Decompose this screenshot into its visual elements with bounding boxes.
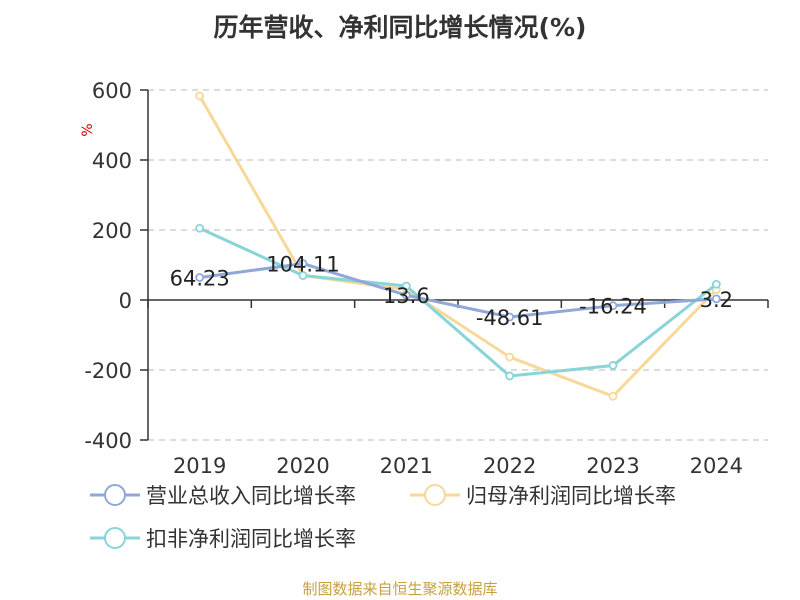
series-0-point[interactable]	[401, 290, 411, 300]
chart-title: 历年营收、净利同比增长情况(%)	[213, 13, 587, 42]
data-label: 64.23	[170, 267, 230, 291]
y-tick-label: -400	[84, 429, 132, 453]
legend-item-deducted-profit[interactable]: 扣非净利润同比增长率	[90, 523, 356, 553]
y-tick-label: 400	[92, 149, 132, 173]
x-tick-label: 2019	[173, 454, 226, 478]
series-line-2	[199, 226, 718, 378]
series-2-point[interactable]	[711, 279, 721, 289]
series-2-point[interactable]	[401, 281, 411, 291]
series-0-point[interactable]	[505, 312, 515, 322]
x-tick-label: 2022	[483, 454, 536, 478]
series-1-point[interactable]	[195, 91, 205, 101]
y-tick-label: 200	[92, 219, 132, 243]
y-tick-label: 600	[92, 79, 132, 103]
series-0-point[interactable]	[298, 259, 308, 268]
series-2-point[interactable]	[195, 223, 205, 233]
data-label: -16.24	[579, 295, 647, 319]
x-tick-label: 2020	[276, 454, 329, 478]
legend-label-deducted-profit: 扣非净利润同比增长率	[146, 527, 356, 551]
legend-item-net-profit[interactable]: 归母净利润同比增长率	[410, 480, 676, 510]
data-label: 104.11	[266, 253, 339, 277]
series-line-1	[198, 95, 718, 398]
y-axis-label: %	[80, 123, 96, 136]
series-0-point[interactable]	[195, 273, 205, 282]
data-label: 13.6	[383, 284, 430, 308]
series-0-point[interactable]	[608, 301, 618, 311]
series-2-point[interactable]	[505, 371, 515, 381]
legend-marker-deducted-profit	[90, 527, 140, 549]
x-tick-label: 2024	[690, 454, 743, 478]
series-1-point[interactable]	[505, 352, 515, 362]
series-1-point[interactable]	[608, 391, 618, 401]
x-tick-label: 2021	[380, 454, 433, 478]
legend-item-revenue[interactable]: 营业总收入同比增长率	[90, 480, 356, 510]
x-tick-label: 2023	[586, 454, 639, 478]
legend-marker-revenue	[90, 484, 140, 506]
y-tick-label: 0	[119, 289, 132, 313]
source-note: 制图数据来自恒生聚源数据库	[302, 580, 498, 598]
legend-marker-net-profit	[410, 484, 460, 506]
data-label: 3.2	[700, 288, 733, 312]
series-2-point[interactable]	[608, 361, 618, 370]
y-tick-label: -200	[84, 359, 132, 383]
data-label: -48.61	[476, 306, 544, 330]
series-0-point[interactable]	[711, 294, 721, 304]
legend-label-net-profit: 归母净利润同比增长率	[466, 484, 676, 508]
legend-label-revenue: 营业总收入同比增长率	[146, 484, 356, 508]
series-line-0	[199, 262, 717, 319]
series-2-point[interactable]	[298, 271, 308, 280]
